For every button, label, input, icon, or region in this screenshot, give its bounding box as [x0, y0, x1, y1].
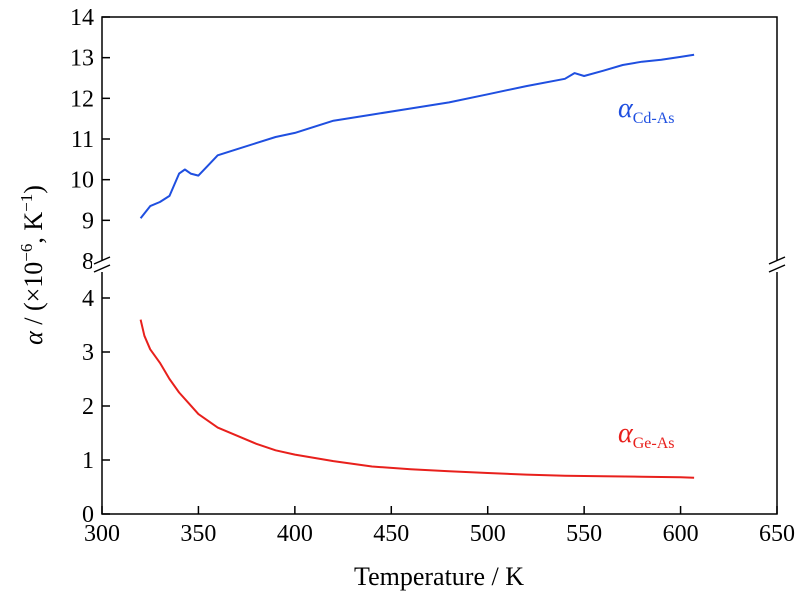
series-layer: [139, 53, 695, 479]
x-axis-ticks: 300 350 400 450 500 550 600 650: [84, 506, 795, 547]
x-tick-label: 350: [180, 521, 216, 547]
series-label-ge-as: αGe-As: [618, 418, 674, 452]
y-tick-label-lower: 2: [82, 394, 94, 420]
y-tick-label-lower: 0: [82, 502, 94, 528]
y-tick-label-upper: 14: [70, 5, 94, 31]
y-tick-label-upper: 8: [82, 249, 94, 275]
y-tick-label-lower: 1: [82, 448, 94, 474]
series-label-cd-as: αCd-As: [618, 93, 674, 127]
series-line-ge-as: [139, 319, 695, 479]
x-tick-label: 300: [84, 521, 120, 547]
y-tick-label-upper: 9: [82, 208, 94, 234]
y-tick-label-upper: 12: [70, 86, 94, 112]
left-axis-break-mark: [93, 264, 111, 273]
y-tick-label-upper: 11: [71, 127, 94, 153]
series-line-cd-as: [139, 53, 695, 219]
x-tick-label: 600: [663, 521, 699, 547]
x-tick-label: 500: [470, 521, 506, 547]
y-tick-label-lower: 4: [82, 286, 94, 312]
left-axis-break-mark: [93, 256, 111, 265]
right-axis-break-mark: [768, 264, 786, 273]
x-tick-label: 550: [566, 521, 602, 547]
right-axis-break-mark: [768, 256, 786, 265]
x-tick-label: 400: [277, 521, 313, 547]
y-tick-label-upper: 10: [70, 168, 94, 194]
x-tick-label: 650: [759, 521, 795, 547]
y-tick-label-lower: 3: [82, 340, 94, 366]
x-axis-label: Temperature / K: [354, 562, 524, 591]
x-tick-label: 450: [373, 521, 409, 547]
y-axis-label: α / (×10−6, K−1): [17, 185, 48, 345]
plot-frame: [101, 16, 778, 515]
y-tick-label-upper: 13: [70, 46, 94, 72]
